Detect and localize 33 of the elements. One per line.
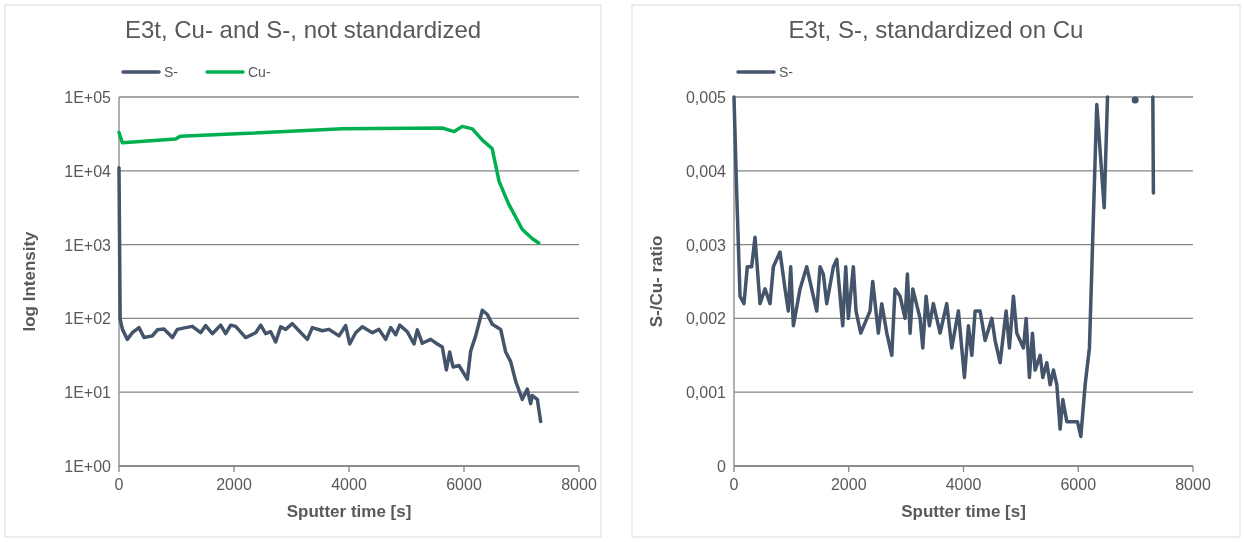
x-tick-label: 2000 [830, 476, 867, 493]
y-axis-title: S-/Cu- ratio [647, 235, 666, 328]
y-tick-label: 0,003 [685, 236, 727, 254]
x-tick-label: 6000 [446, 476, 482, 493]
x-tick-label: 0 [114, 476, 124, 493]
x-axis-title: Sputter time [s] [286, 502, 412, 521]
x-tick-label: 2000 [216, 476, 252, 493]
x-tick-label: 8000 [561, 476, 597, 493]
y-tick-label: 1E+05 [64, 89, 112, 106]
x-tick-label: 0 [729, 476, 739, 493]
y-tick-label: 1E+04 [64, 162, 112, 180]
y-tick-label: 0,005 [685, 89, 727, 106]
chart-title: E3t, Cu- and S-, not standardized [124, 16, 482, 43]
y-tick-label: 1E+02 [64, 310, 112, 328]
y-tick-label: 0,001 [685, 384, 727, 402]
line-series [117, 166, 543, 424]
x-tick-label: 8000 [1175, 476, 1211, 493]
chart-title: E3t, S-, standardized on Cu [788, 16, 1084, 43]
y-tick-label: 1E+00 [64, 458, 112, 475]
legend-label: S- [779, 64, 794, 80]
y-tick-label: 0,002 [685, 310, 727, 328]
legend-label: Cu- [248, 64, 271, 80]
y-tick-label: 1E+03 [64, 236, 112, 254]
y-tick-label: 0,004 [685, 162, 727, 180]
x-tick-label: 6000 [1060, 476, 1097, 493]
legend-label: S- [164, 64, 179, 80]
y-axis-title: log Intensity [20, 230, 39, 332]
y-tick-label: 0 [717, 458, 727, 475]
y-tick-label: 1E+01 [64, 384, 112, 402]
line-series [117, 124, 541, 245]
x-axis-title: Sputter time [s] [901, 502, 1026, 521]
x-tick-label: 4000 [945, 476, 982, 493]
x-tick-label: 4000 [331, 476, 367, 493]
